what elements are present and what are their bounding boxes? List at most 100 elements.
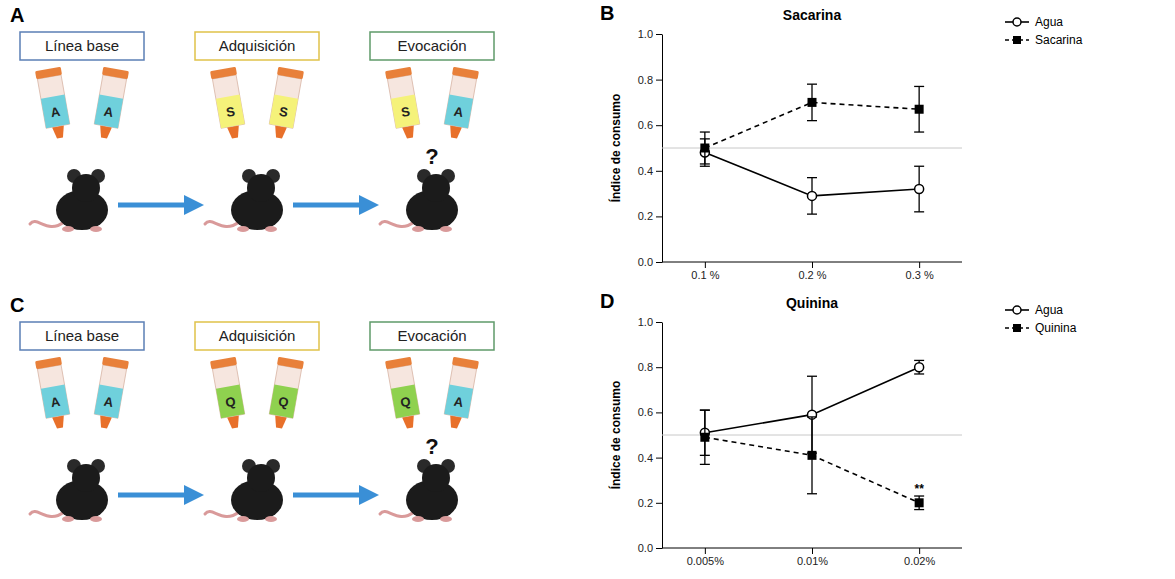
stage-arrow bbox=[293, 203, 369, 208]
mouse-head bbox=[422, 464, 450, 492]
error-bar-cap bbox=[914, 360, 924, 361]
mouse-tail bbox=[30, 222, 64, 227]
bottle-body bbox=[212, 75, 244, 128]
y-tick: 0.2 bbox=[638, 210, 662, 222]
error-bar bbox=[914, 86, 924, 132]
bottle: Q bbox=[210, 357, 248, 430]
error-bar-cap bbox=[807, 177, 817, 178]
stage-label: Evocación bbox=[397, 37, 466, 54]
mouse-foot bbox=[265, 226, 277, 232]
bottle-liquid bbox=[94, 95, 123, 129]
x-tick-label: 0.3 % bbox=[906, 269, 934, 281]
y-tick-label: 0.8 bbox=[638, 74, 653, 86]
bottle-liquid bbox=[216, 385, 245, 419]
y-axis-title: Índice de consumo bbox=[608, 381, 623, 490]
y-tick: 0.6 bbox=[638, 406, 662, 418]
bottle-label: A bbox=[49, 104, 61, 121]
error-bar bbox=[914, 166, 924, 212]
mouse-foot bbox=[237, 226, 249, 232]
x-tick: 0.1 % bbox=[691, 262, 719, 281]
y-tick: 0.4 bbox=[638, 165, 662, 177]
bottle-cap bbox=[452, 357, 479, 369]
y-tick-label: 0.2 bbox=[638, 210, 653, 222]
x-tick-label: 0.02% bbox=[904, 555, 935, 567]
chart-title: Sacarina bbox=[783, 7, 842, 23]
marker bbox=[915, 363, 924, 372]
bottle: A bbox=[35, 357, 73, 430]
stage-arrow bbox=[118, 493, 194, 498]
error-bar bbox=[914, 496, 924, 510]
error-bar bbox=[807, 84, 817, 120]
error-bar-cap bbox=[914, 131, 924, 132]
stage-box bbox=[20, 322, 144, 350]
bottle-body bbox=[387, 75, 419, 128]
mouse-head bbox=[422, 174, 450, 202]
x-tick-mark bbox=[919, 548, 920, 554]
error-bar-cap bbox=[914, 373, 924, 374]
diagram: CLínea baseAAAdquisiciónQQEvocaciónQA? bbox=[10, 294, 494, 522]
y-tick: 0.0 bbox=[638, 256, 662, 268]
mouse-head bbox=[72, 174, 100, 202]
bottle-cap bbox=[210, 67, 237, 79]
legend-marker bbox=[1013, 324, 1021, 332]
mouse-foot bbox=[412, 516, 424, 522]
error-bar-cap bbox=[914, 166, 924, 167]
y-tick-label: 0.4 bbox=[638, 165, 653, 177]
stage-box bbox=[20, 32, 144, 60]
bottle-cap bbox=[35, 67, 62, 79]
panel-letter: A bbox=[10, 4, 24, 26]
mouse bbox=[30, 169, 108, 232]
mouse-tail bbox=[205, 512, 239, 517]
stage-box bbox=[370, 32, 494, 60]
x-tick-mark bbox=[812, 548, 813, 554]
stage-label: Adquisición bbox=[219, 327, 296, 344]
y-tick-label: 0.6 bbox=[638, 406, 653, 418]
x-axis: 0.1 % 0.2 % 0.3 % bbox=[662, 262, 962, 281]
bottle-liquid bbox=[391, 95, 420, 129]
plot-area bbox=[662, 84, 962, 214]
bottle: A bbox=[91, 357, 129, 430]
stage-label: Evocación bbox=[397, 327, 466, 344]
y-tick-mark bbox=[656, 503, 662, 504]
bottle-label: Q bbox=[399, 394, 412, 411]
bottle-liquid bbox=[94, 385, 123, 419]
y-tick-mark bbox=[656, 412, 662, 413]
bottle-liquid bbox=[41, 385, 70, 419]
mouse-foot bbox=[62, 516, 74, 522]
x-tick-mark bbox=[812, 262, 813, 268]
error-bar bbox=[914, 360, 924, 374]
error-bar-cap bbox=[700, 163, 710, 164]
marker bbox=[915, 185, 924, 194]
legend-label: Quinina bbox=[1035, 321, 1077, 335]
y-tick: 0.4 bbox=[638, 452, 662, 464]
bottle-body bbox=[37, 365, 69, 418]
legend: AguaSacarina bbox=[1005, 15, 1083, 47]
y-tick: 0.8 bbox=[638, 361, 662, 373]
y-axis-title: Índice de consumo bbox=[608, 94, 623, 203]
x-axis: 0.005%0.01%0.02% bbox=[662, 548, 962, 567]
error-bar bbox=[700, 132, 710, 164]
bottle-cap bbox=[35, 357, 62, 369]
bottle: A bbox=[441, 67, 479, 140]
bottle: A bbox=[441, 357, 479, 430]
mouse bbox=[205, 169, 283, 232]
mouse-foot bbox=[265, 516, 277, 522]
y-tick-mark bbox=[656, 171, 662, 172]
panel-letter: D bbox=[600, 290, 614, 312]
y-tick: 0.2 bbox=[638, 497, 662, 509]
legend-label: Sacarina bbox=[1035, 33, 1083, 47]
mouse-head bbox=[247, 464, 275, 492]
y-tick: 0.0 bbox=[638, 542, 662, 554]
bottle-body bbox=[444, 365, 476, 418]
bottle-cap bbox=[102, 67, 129, 79]
y-tick-mark bbox=[656, 548, 662, 549]
y-tick-label: 0.6 bbox=[638, 119, 653, 131]
bottle-body bbox=[269, 75, 301, 128]
panel-letter: B bbox=[600, 2, 614, 24]
bottle-body bbox=[212, 365, 244, 418]
x-tick-label: 0.2 % bbox=[798, 269, 826, 281]
y-tick: 1.0 bbox=[638, 28, 662, 40]
bottle-label: S bbox=[278, 104, 289, 120]
stage-arrow bbox=[118, 203, 194, 208]
x-tick-mark bbox=[919, 262, 920, 268]
